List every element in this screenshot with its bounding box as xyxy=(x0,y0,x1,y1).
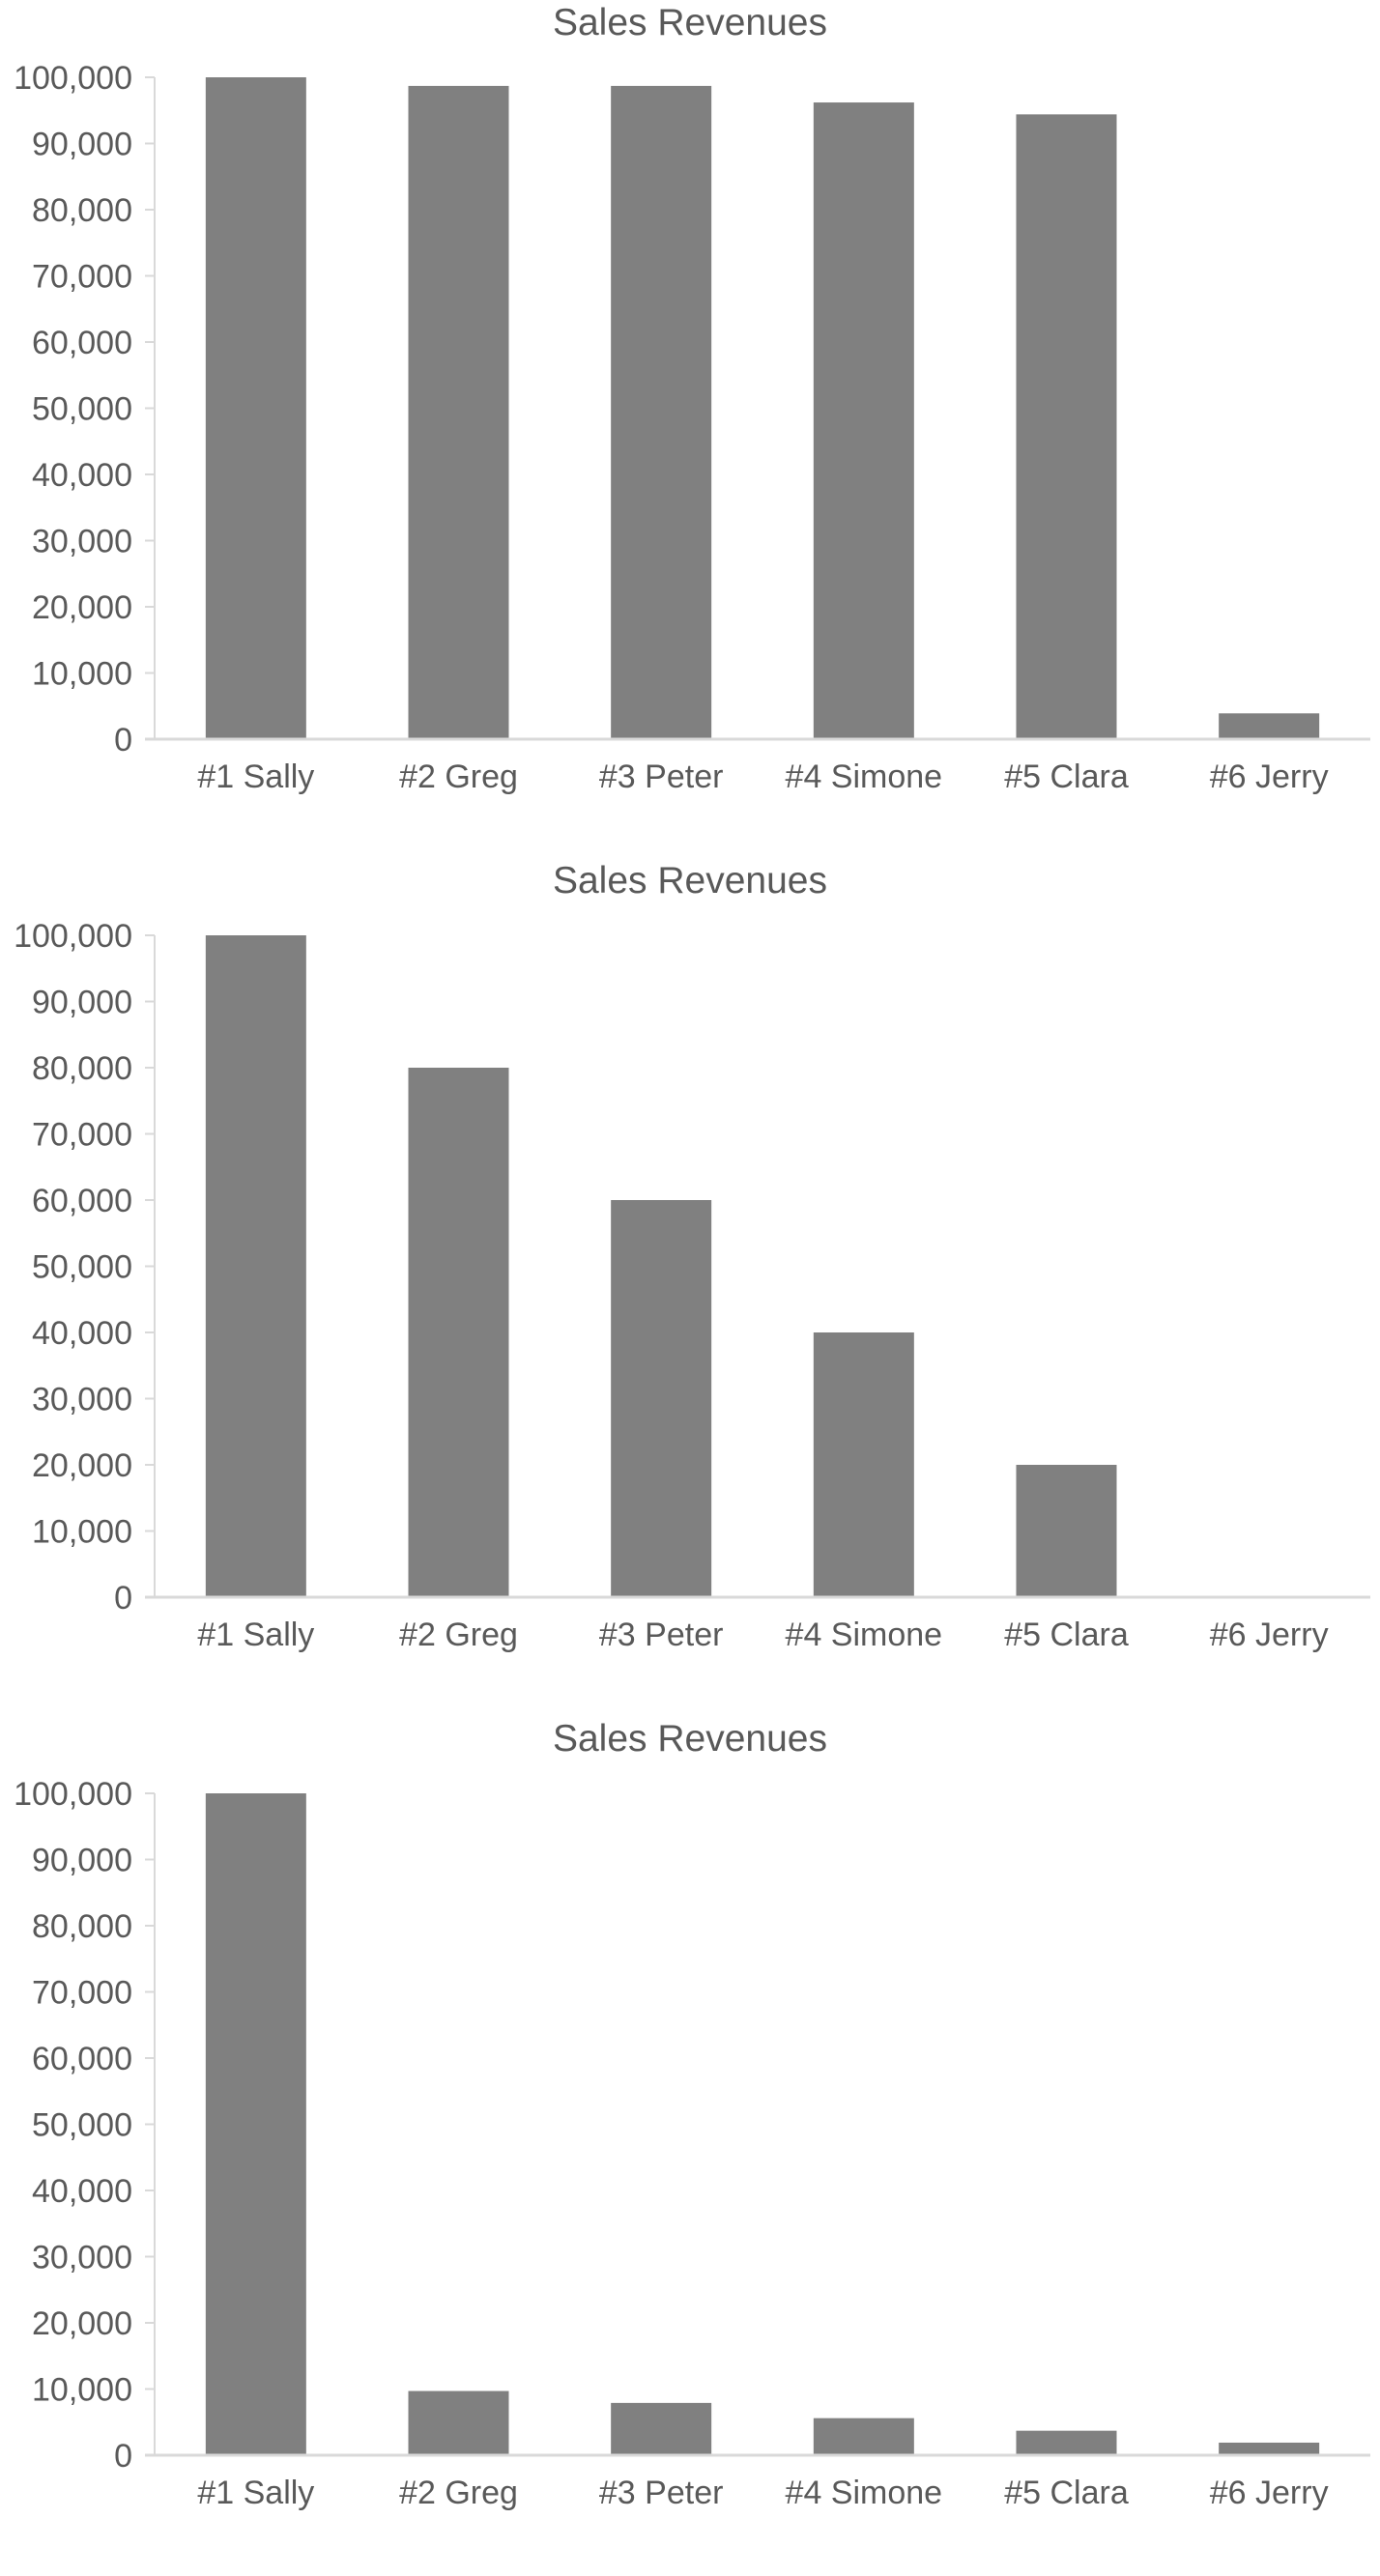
x-tick-label: #2 Greg xyxy=(399,1617,518,1653)
y-tick-label: 20,000 xyxy=(32,1447,132,1484)
y-tick-label: 60,000 xyxy=(32,325,132,361)
y-tick-label: 0 xyxy=(114,1580,132,1617)
x-tick-label: #1 Sally xyxy=(197,758,314,795)
chart-title: Sales Revenues xyxy=(553,2,827,43)
y-tick-label: 30,000 xyxy=(32,2240,132,2276)
y-tick-label: 80,000 xyxy=(32,1050,132,1087)
bar xyxy=(611,1200,712,1597)
y-tick-label: 20,000 xyxy=(32,2305,132,2342)
bar xyxy=(1016,114,1117,740)
x-tick-label: #6 Jerry xyxy=(1210,2475,1329,2511)
y-tick-label: 40,000 xyxy=(32,1315,132,1352)
bar xyxy=(408,2390,509,2455)
bar xyxy=(205,77,306,739)
bar xyxy=(813,102,914,739)
y-tick-label: 60,000 xyxy=(32,1183,132,1219)
y-tick-label: 70,000 xyxy=(32,1117,132,1154)
bar xyxy=(813,1332,914,1597)
x-tick-label: #5 Clara xyxy=(1004,1617,1129,1653)
y-tick-label: 10,000 xyxy=(32,2372,132,2409)
bar xyxy=(611,85,712,739)
bar-chart-1: Sales Revenues 0 10,000 20,000 30,000 40,000 5… xyxy=(0,0,1380,860)
y-tick-label: 80,000 xyxy=(32,1908,132,1945)
x-tick-label: #4 Simone xyxy=(786,1617,943,1653)
y-tick-label: 50,000 xyxy=(32,2107,132,2144)
chart-title: Sales Revenues xyxy=(553,860,827,902)
x-tick-label: #2 Greg xyxy=(399,758,518,795)
x-tick-label: #3 Peter xyxy=(599,758,724,795)
y-tick-label: 90,000 xyxy=(32,127,132,163)
x-tick-label: #5 Clara xyxy=(1004,2475,1129,2511)
chart-svg: Sales Revenues 0 10,000 20,000 30,000 40,000 5… xyxy=(14,860,1370,1653)
bar xyxy=(1016,1465,1117,1597)
y-tick-label: 100,000 xyxy=(14,1776,132,1813)
bar xyxy=(1016,2430,1117,2455)
x-tick-label: #5 Clara xyxy=(1004,758,1129,795)
y-tick-label: 0 xyxy=(114,722,132,758)
x-tick-label: #1 Sally xyxy=(197,1617,314,1653)
x-tick-label: #6 Jerry xyxy=(1210,758,1329,795)
y-tick-label: 100,000 xyxy=(14,918,132,955)
chart-svg: Sales Revenues 0 10,000 20,000 30,000 40,000 5… xyxy=(14,2,1370,795)
y-tick-label: 10,000 xyxy=(32,656,132,693)
x-tick-label: #2 Greg xyxy=(399,2475,518,2511)
bar xyxy=(813,2418,914,2455)
y-tick-label: 60,000 xyxy=(32,2041,132,2077)
x-tick-label: #1 Sally xyxy=(197,2475,314,2511)
x-tick-label: #3 Peter xyxy=(599,2475,724,2511)
bar xyxy=(1219,713,1320,739)
y-tick-label: 100,000 xyxy=(14,60,132,97)
y-tick-label: 40,000 xyxy=(32,2173,132,2210)
y-tick-label: 30,000 xyxy=(32,524,132,560)
y-tick-label: 30,000 xyxy=(32,1382,132,1418)
y-tick-label: 0 xyxy=(114,2438,132,2475)
bar-chart-2: Sales Revenues 0 10,000 20,000 30,000 40,000 5… xyxy=(0,858,1380,1718)
y-tick-label: 40,000 xyxy=(32,457,132,494)
chart-svg: Sales Revenues 0 10,000 20,000 30,000 40,000 5… xyxy=(14,1718,1370,2511)
x-tick-label: #4 Simone xyxy=(786,2475,943,2511)
y-tick-label: 20,000 xyxy=(32,589,132,626)
y-tick-label: 70,000 xyxy=(32,1975,132,2012)
chart-title: Sales Revenues xyxy=(553,1718,827,1760)
bar xyxy=(205,1793,306,2455)
bar xyxy=(408,85,509,739)
bar xyxy=(408,1068,509,1597)
x-tick-label: #6 Jerry xyxy=(1210,1617,1329,1653)
bar xyxy=(1219,2442,1320,2455)
y-tick-label: 50,000 xyxy=(32,391,132,428)
bar-chart-3: Sales Revenues 0 10,000 20,000 30,000 40,000 5… xyxy=(0,1716,1380,2576)
y-tick-label: 10,000 xyxy=(32,1514,132,1551)
bar xyxy=(611,2402,712,2455)
y-tick-label: 70,000 xyxy=(32,259,132,296)
y-tick-label: 90,000 xyxy=(32,985,132,1021)
y-tick-label: 50,000 xyxy=(32,1249,132,1286)
x-tick-label: #3 Peter xyxy=(599,1617,724,1653)
x-tick-label: #4 Simone xyxy=(786,758,943,795)
bar xyxy=(205,935,306,1597)
y-tick-label: 90,000 xyxy=(32,1843,132,1879)
y-tick-label: 80,000 xyxy=(32,192,132,229)
